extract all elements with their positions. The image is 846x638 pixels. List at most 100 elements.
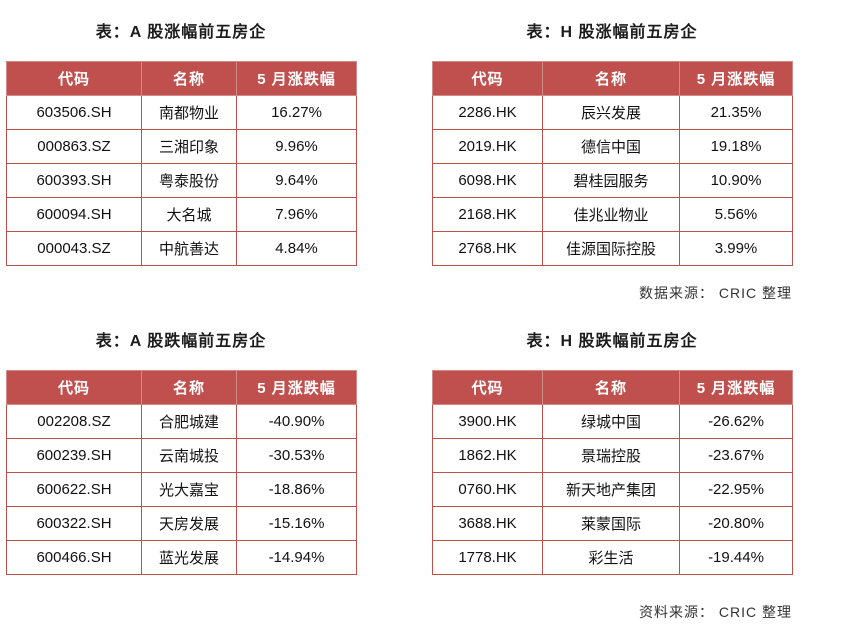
header-row: 代码 名称 5 月涨跌幅 xyxy=(432,61,793,96)
table-row: 1862.HK 景瑞控股 -23.67% xyxy=(432,438,793,473)
cell-change: 4.84% xyxy=(236,231,357,266)
cell-code: 000863.SZ xyxy=(6,129,142,164)
header-name: 名称 xyxy=(542,61,680,96)
cell-name: 粤泰股份 xyxy=(141,163,237,198)
table-row: 002208.SZ 合肥城建 -40.90% xyxy=(6,404,357,439)
table-title-a-share-losers: 表：A 股跌幅前五房企 xyxy=(95,333,267,350)
table-title-h-share-gainers: 表：H 股涨幅前五房企 xyxy=(526,24,698,41)
h-share-gainers-table: 代码 名称 5 月涨跌幅 2286.HK 辰兴发展 21.35% 2019.HK… xyxy=(432,61,793,266)
cell-name: 佳源国际控股 xyxy=(542,231,680,266)
cell-name: 碧桂园服务 xyxy=(542,163,680,198)
table-row: 6098.HK 碧桂园服务 10.90% xyxy=(432,163,793,198)
cell-name: 蓝光发展 xyxy=(141,540,237,575)
header-change: 5 月涨跌幅 xyxy=(679,370,793,405)
cell-name: 云南城投 xyxy=(141,438,237,473)
header-row: 代码 名称 5 月涨跌幅 xyxy=(6,370,357,405)
cell-name: 中航善达 xyxy=(141,231,237,266)
table-row: 600322.SH 天房发展 -15.16% xyxy=(6,506,357,541)
cell-name: 大名城 xyxy=(141,197,237,232)
cell-code: 2768.HK xyxy=(432,231,543,266)
cell-change: -19.44% xyxy=(679,540,793,575)
cell-change: -22.95% xyxy=(679,472,793,507)
cell-change: -30.53% xyxy=(236,438,357,473)
header-code: 代码 xyxy=(6,61,142,96)
header-change: 5 月涨跌幅 xyxy=(236,61,357,96)
cell-name: 光大嘉宝 xyxy=(141,472,237,507)
material-source-note: 资料来源： CRIC 整理 xyxy=(639,604,792,620)
cell-code: 600094.SH xyxy=(6,197,142,232)
cell-code: 2286.HK xyxy=(432,95,543,130)
table-row: 2768.HK 佳源国际控股 3.99% xyxy=(432,231,793,266)
cell-code: 600393.SH xyxy=(6,163,142,198)
cell-name: 彩生活 xyxy=(542,540,680,575)
table-title-h-share-losers: 表：H 股跌幅前五房企 xyxy=(526,333,698,350)
cell-code: 002208.SZ xyxy=(6,404,142,439)
table-row: 2168.HK 佳兆业物业 5.56% xyxy=(432,197,793,232)
cell-code: 600466.SH xyxy=(6,540,142,575)
top-tables-row: 表：A 股涨幅前五房企 代码 名称 5 月涨跌幅 603506.SH 南都物业 … xyxy=(6,10,793,266)
cell-change: 21.35% xyxy=(679,95,793,130)
cell-change: -40.90% xyxy=(236,404,357,439)
cell-name: 景瑞控股 xyxy=(542,438,680,473)
cell-change: 16.27% xyxy=(236,95,357,130)
cell-code: 1862.HK xyxy=(432,438,543,473)
h-share-losers-table: 代码 名称 5 月涨跌幅 3900.HK 绿城中国 -26.62% 1862.H… xyxy=(432,370,793,575)
header-name: 名称 xyxy=(542,370,680,405)
cell-change: 5.56% xyxy=(679,197,793,232)
bottom-tables-row: 表：A 股跌幅前五房企 代码 名称 5 月涨跌幅 002208.SZ 合肥城建 … xyxy=(6,319,793,575)
cell-code: 600622.SH xyxy=(6,472,142,507)
table-row: 600393.SH 粤泰股份 9.64% xyxy=(6,163,357,198)
cell-code: 000043.SZ xyxy=(6,231,142,266)
cell-code: 600239.SH xyxy=(6,438,142,473)
cell-name: 南都物业 xyxy=(141,95,237,130)
header-name: 名称 xyxy=(141,61,237,96)
cell-change: 7.96% xyxy=(236,197,357,232)
table-row: 2286.HK 辰兴发展 21.35% xyxy=(432,95,793,130)
cell-code: 600322.SH xyxy=(6,506,142,541)
cell-code: 1778.HK xyxy=(432,540,543,575)
table-section-h-share-losers: 表：H 股跌幅前五房企 代码 名称 5 月涨跌幅 3900.HK 绿城中国 -2… xyxy=(432,319,793,575)
header-code: 代码 xyxy=(6,370,142,405)
cell-code: 3688.HK xyxy=(432,506,543,541)
cell-name: 新天地产集团 xyxy=(542,472,680,507)
a-share-gainers-table: 代码 名称 5 月涨跌幅 603506.SH 南都物业 16.27% 00086… xyxy=(6,61,357,266)
header-name: 名称 xyxy=(141,370,237,405)
table-row: 3900.HK 绿城中国 -26.62% xyxy=(432,404,793,439)
cell-name: 辰兴发展 xyxy=(542,95,680,130)
cell-change: 10.90% xyxy=(679,163,793,198)
header-code: 代码 xyxy=(432,61,543,96)
cell-name: 合肥城建 xyxy=(141,404,237,439)
header-code: 代码 xyxy=(432,370,543,405)
table-section-a-share-losers: 表：A 股跌幅前五房企 代码 名称 5 月涨跌幅 002208.SZ 合肥城建 … xyxy=(6,319,357,575)
cell-code: 6098.HK xyxy=(432,163,543,198)
cell-code: 0760.HK xyxy=(432,472,543,507)
table-row: 1778.HK 彩生活 -19.44% xyxy=(432,540,793,575)
cell-name: 德信中国 xyxy=(542,129,680,164)
data-source-note: 数据来源： CRIC 整理 xyxy=(639,285,792,301)
table-row: 603506.SH 南都物业 16.27% xyxy=(6,95,357,130)
cell-name: 绿城中国 xyxy=(542,404,680,439)
header-change: 5 月涨跌幅 xyxy=(236,370,357,405)
header-row: 代码 名称 5 月涨跌幅 xyxy=(432,370,793,405)
table-row: 600094.SH 大名城 7.96% xyxy=(6,197,357,232)
cell-name: 莱蒙国际 xyxy=(542,506,680,541)
cell-change: -20.80% xyxy=(679,506,793,541)
cell-change: 3.99% xyxy=(679,231,793,266)
cell-change: 19.18% xyxy=(679,129,793,164)
table-row: 0760.HK 新天地产集团 -22.95% xyxy=(432,472,793,507)
table-row: 600239.SH 云南城投 -30.53% xyxy=(6,438,357,473)
cell-name: 天房发展 xyxy=(141,506,237,541)
a-share-losers-table: 代码 名称 5 月涨跌幅 002208.SZ 合肥城建 -40.90% 6002… xyxy=(6,370,357,575)
table-row: 600622.SH 光大嘉宝 -18.86% xyxy=(6,472,357,507)
table-title-a-share-gainers: 表：A 股涨幅前五房企 xyxy=(95,24,267,41)
table-row: 000863.SZ 三湘印象 9.96% xyxy=(6,129,357,164)
cell-name: 佳兆业物业 xyxy=(542,197,680,232)
cell-change: -18.86% xyxy=(236,472,357,507)
table-row: 2019.HK 德信中国 19.18% xyxy=(432,129,793,164)
cell-change: -15.16% xyxy=(236,506,357,541)
table-row: 000043.SZ 中航善达 4.84% xyxy=(6,231,357,266)
cell-change: -14.94% xyxy=(236,540,357,575)
cell-code: 2168.HK xyxy=(432,197,543,232)
table-row: 600466.SH 蓝光发展 -14.94% xyxy=(6,540,357,575)
